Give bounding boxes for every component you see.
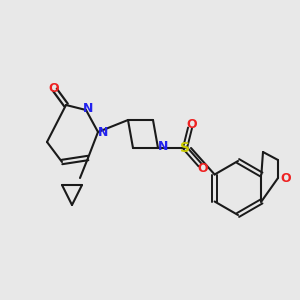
Text: O: O [49, 82, 59, 94]
Text: N: N [158, 140, 168, 154]
Text: N: N [83, 101, 93, 115]
Text: O: O [187, 118, 197, 131]
Text: S: S [180, 141, 190, 155]
Text: O: O [281, 172, 291, 184]
Text: O: O [198, 161, 208, 175]
Text: N: N [98, 125, 108, 139]
